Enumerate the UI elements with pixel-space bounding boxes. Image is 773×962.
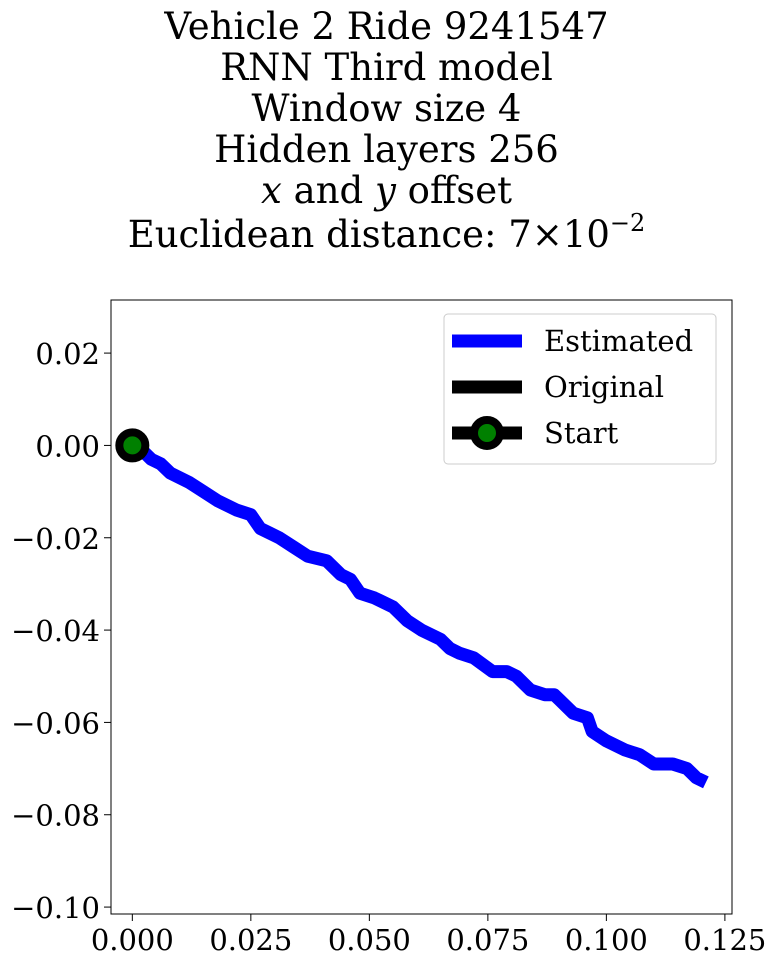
plot-frame (110, 299, 733, 915)
title-line-4: Hidden layers 256 (214, 128, 559, 171)
x-tick-label: 0.025 (209, 923, 292, 957)
y-tick-label: −0.04 (11, 614, 100, 648)
distance-exponent: −2 (609, 209, 646, 237)
title-offset-word: offset (395, 169, 512, 212)
x-tick-label: 0.125 (683, 923, 766, 957)
title-line-5: x and y offset (0, 170, 773, 211)
series-estimated-line (129, 439, 709, 789)
title-line-1: Vehicle 2 Ride 9241547 (164, 5, 609, 48)
y-axis: 0.02 0.00 −0.02 −0.04 −0.06 −0.08 −0.10 (11, 337, 111, 925)
y-tick-label: −0.08 (11, 799, 100, 833)
legend-start-marker (470, 416, 504, 450)
series-start-point (115, 428, 150, 463)
plot-area (115, 428, 709, 789)
x-tick-label: 0.000 (91, 923, 174, 957)
legend-estimated-label: Estimated (544, 324, 693, 358)
y-tick-label: −0.10 (11, 891, 100, 925)
y-tick-label: 0.02 (35, 337, 100, 371)
x-axis: 0.000 0.025 0.050 0.075 0.100 0.125 (91, 914, 766, 957)
legend-start-label: Start (544, 416, 619, 450)
title-y-var: y (375, 169, 396, 212)
title-line-6: Euclidean distance: 7×10−2 (0, 211, 773, 256)
y-tick-label: −0.02 (11, 522, 100, 556)
distance-label: Euclidean distance: (127, 213, 509, 256)
y-tick-label: −0.06 (11, 706, 100, 740)
title-line-3: Window size 4 (251, 87, 522, 130)
distance-base: 10 (562, 213, 610, 256)
title-line-2: RNN Third model (220, 46, 553, 89)
y-tick-label: 0.00 (35, 429, 100, 463)
x-tick-label: 0.100 (565, 923, 648, 957)
legend-original-label: Original (544, 370, 664, 404)
title-conj: and (281, 169, 375, 212)
distance-mantissa: 7 (508, 213, 532, 256)
distance-times: × (531, 213, 563, 256)
title-x-var: x (261, 169, 282, 212)
x-tick-label: 0.075 (446, 923, 529, 957)
legend: Estimated Original Start (443, 313, 717, 465)
x-tick-label: 0.050 (328, 923, 411, 957)
